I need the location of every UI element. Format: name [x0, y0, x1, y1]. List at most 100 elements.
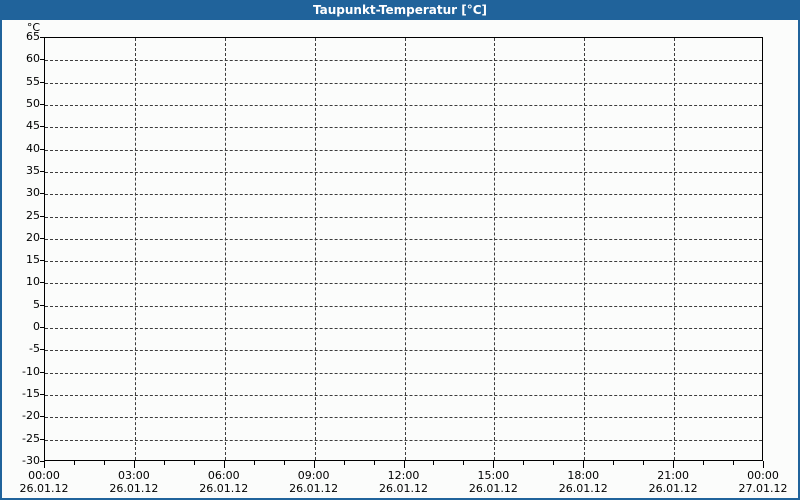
- x-axis-tick-minor: [523, 461, 525, 465]
- x-axis-tick-date: 26.01.12: [558, 482, 608, 495]
- y-axis-tick-label: 60: [26, 52, 40, 66]
- gridline-horizontal: [45, 328, 762, 330]
- y-axis-tick-label: 40: [26, 141, 40, 155]
- y-axis-tick-label: 20: [26, 230, 40, 244]
- x-axis-tick-time: 00:00: [747, 469, 779, 482]
- x-axis-tick-major: [583, 461, 585, 468]
- x-axis-tick-label: 15:00 26.01.12: [448, 469, 538, 495]
- x-axis-tick-label: 09:00 26.01.12: [269, 469, 359, 495]
- y-axis-tick: [40, 371, 45, 373]
- x-axis-tick-major: [403, 461, 405, 468]
- y-axis-tick-label: -5: [29, 342, 40, 356]
- chart-canvas: °C 65 60 55 50 45 40 35 30 25 20 15 10 5 0 -5 -10 -15 -20…: [2, 20, 798, 498]
- gridline-horizontal: [45, 305, 762, 307]
- y-axis-tick-label: 65: [26, 30, 40, 43]
- x-axis-tick-minor: [253, 461, 255, 465]
- y-axis-tick-label: -30: [22, 454, 40, 467]
- y-axis-tick: [40, 59, 45, 61]
- x-axis-tick-major: [763, 461, 764, 468]
- plot-area: [44, 37, 763, 461]
- x-axis-tick-date: 26.01.12: [648, 482, 698, 495]
- x-axis-tick-date: 26.01.12: [19, 482, 69, 495]
- x-axis-tick-label: 18:00 26.01.12: [538, 469, 628, 495]
- window-title-bar: Taupunkt-Temperatur [°C]: [2, 0, 798, 20]
- y-axis-tick: [40, 215, 45, 217]
- y-axis-tick-label: 5: [33, 297, 40, 311]
- y-axis-tick: [40, 260, 45, 262]
- x-axis-tick-major: [44, 461, 45, 468]
- x-axis-tick-date: 26.01.12: [289, 482, 339, 495]
- x-axis-tick-time: 12:00: [387, 469, 420, 482]
- x-axis-tick-date: 27.01.12: [738, 482, 788, 495]
- y-axis-tick: [40, 394, 45, 396]
- x-axis-tick-minor: [343, 461, 345, 465]
- gridline-horizontal: [45, 283, 762, 285]
- x-axis-tick-minor: [103, 461, 105, 465]
- x-axis-tick-date: 26.01.12: [109, 482, 159, 495]
- x-axis-tick-minor: [283, 461, 285, 465]
- y-axis-tick-label: -25: [22, 431, 40, 445]
- x-axis-tick-minor: [433, 461, 435, 465]
- y-axis-tick-label: -15: [22, 387, 40, 401]
- y-axis-tick: [40, 37, 45, 38]
- x-axis-tick-minor: [463, 461, 465, 465]
- x-axis-tick-time: 03:00: [118, 469, 150, 482]
- y-axis-tick: [40, 170, 45, 172]
- gridline-horizontal: [45, 82, 762, 84]
- x-axis-tick-label: 00:00 26.01.12: [2, 469, 89, 495]
- y-axis-tick: [40, 461, 45, 462]
- y-axis-tick: [40, 126, 45, 128]
- y-axis-tick-label: 10: [26, 275, 40, 289]
- y-axis-tick: [40, 103, 45, 105]
- x-axis-tick-time: 15:00: [477, 469, 510, 482]
- y-axis-tick: [40, 148, 45, 150]
- x-axis-tick-time: 09:00: [297, 469, 330, 482]
- x-axis-tick-time: 21:00: [657, 469, 689, 482]
- x-axis-tick-minor: [733, 461, 735, 465]
- x-axis-tick-major: [673, 461, 675, 468]
- y-axis-tick-label: 45: [26, 119, 40, 133]
- gridline-vertical: [224, 38, 226, 460]
- gridline-horizontal: [45, 171, 762, 173]
- y-axis-tick: [40, 282, 45, 284]
- y-axis-tick-label: 25: [26, 208, 40, 222]
- x-axis-tick-label: 06:00 26.01.12: [179, 469, 269, 495]
- gridline-vertical: [584, 38, 586, 460]
- x-axis-tick-date: 26.01.12: [379, 482, 428, 495]
- gridline-vertical: [404, 38, 406, 460]
- y-axis-tick-label: 0: [33, 320, 40, 334]
- gridline-horizontal: [45, 238, 762, 240]
- gridline-vertical: [674, 38, 676, 460]
- gridline-horizontal: [45, 194, 762, 196]
- y-axis-tick: [40, 416, 45, 418]
- y-axis-tick: [40, 438, 45, 440]
- gridline-vertical: [494, 38, 496, 460]
- x-axis-tick-label: 12:00 26.01.12: [359, 469, 449, 495]
- gridline-vertical: [134, 38, 136, 460]
- y-axis-tick-label: 35: [26, 163, 40, 177]
- x-axis-tick-major: [223, 461, 225, 468]
- x-axis-tick-minor: [373, 461, 375, 465]
- y-axis-tick-label: -20: [22, 409, 40, 423]
- x-axis-tick-minor: [643, 461, 645, 465]
- x-axis-tick-time: 00:00: [28, 469, 60, 482]
- gridline-horizontal: [45, 216, 762, 218]
- x-axis-tick-minor: [163, 461, 165, 465]
- gridline-horizontal: [45, 261, 762, 263]
- x-axis-tick-date: 26.01.12: [468, 482, 518, 495]
- x-axis-tick-label: 00:00 27.01.12: [718, 469, 798, 495]
- gridline-horizontal: [45, 417, 762, 419]
- y-axis-tick: [40, 237, 45, 239]
- gridline-horizontal: [45, 149, 762, 151]
- x-axis-tick-label: 03:00 26.01.12: [89, 469, 179, 495]
- page-title: Taupunkt-Temperatur [°C]: [312, 3, 488, 17]
- gridline-horizontal: [45, 395, 762, 397]
- y-axis-label-group: °C 65 60 55 50 45 40 35 30 25 20 15 10 5 0 -5 -10 -15 -20…: [2, 20, 40, 498]
- x-axis-tick-minor: [703, 461, 705, 465]
- y-axis-tick-label: 55: [26, 74, 40, 88]
- x-axis-tick-minor: [553, 461, 555, 465]
- y-axis-tick: [40, 81, 45, 83]
- gridline-horizontal: [45, 104, 762, 106]
- x-axis-tick-major: [313, 461, 315, 468]
- y-axis-tick-label: -10: [22, 364, 40, 378]
